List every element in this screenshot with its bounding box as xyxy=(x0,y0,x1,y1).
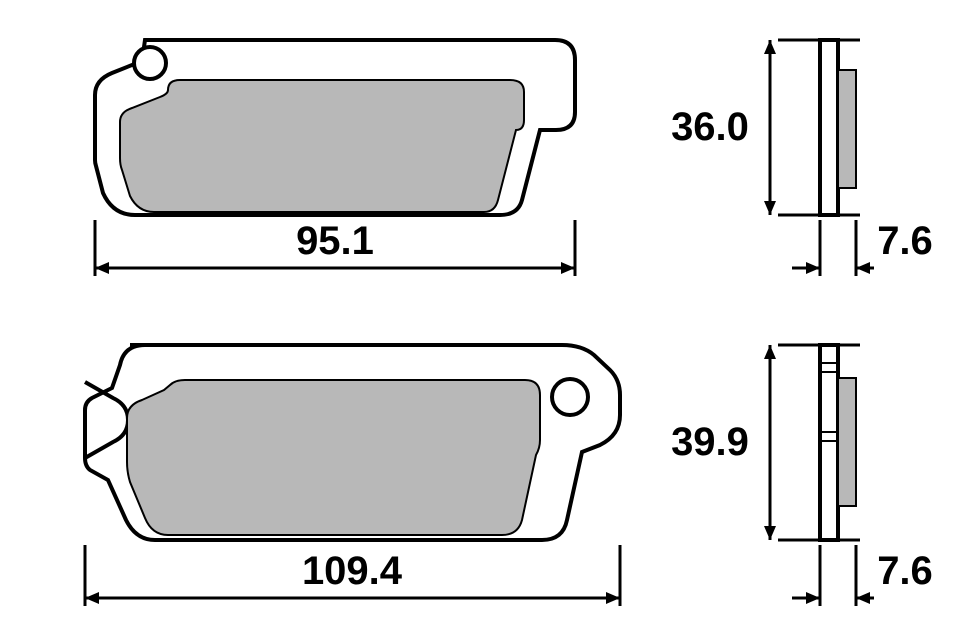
bottom-pad-side-backing xyxy=(820,345,838,540)
top-pad-side-backing xyxy=(820,40,838,215)
bottom-pad-front xyxy=(85,345,620,540)
bottom-pad-notch xyxy=(85,382,128,458)
top-height-dim-value: 36.0 xyxy=(671,105,749,149)
bottom-pad-mounting-hole xyxy=(552,379,588,415)
bottom-thickness-dim-value: 7.6 xyxy=(877,549,933,593)
top-pad-front xyxy=(95,40,575,215)
top-pad-side xyxy=(820,40,856,215)
brake-pad-dimension-diagram: 95.1 36.0 7.6 109.4 39.9 7.6 xyxy=(0,0,960,640)
top-pad-side-friction xyxy=(838,70,856,188)
top-pad-friction-material xyxy=(120,80,524,212)
top-pad-mounting-hole xyxy=(134,47,166,79)
top-width-dim-value: 95.1 xyxy=(296,219,374,263)
diagram-svg: 95.1 36.0 7.6 109.4 39.9 7.6 xyxy=(0,0,960,640)
bottom-pad-side-friction xyxy=(838,378,856,506)
top-thickness-dim-value: 7.6 xyxy=(877,219,933,263)
bottom-pad-friction-material xyxy=(127,380,540,535)
bottom-width-dim-value: 109.4 xyxy=(302,549,403,593)
bottom-height-dim-value: 39.9 xyxy=(671,420,749,464)
bottom-pad-side xyxy=(820,345,856,540)
